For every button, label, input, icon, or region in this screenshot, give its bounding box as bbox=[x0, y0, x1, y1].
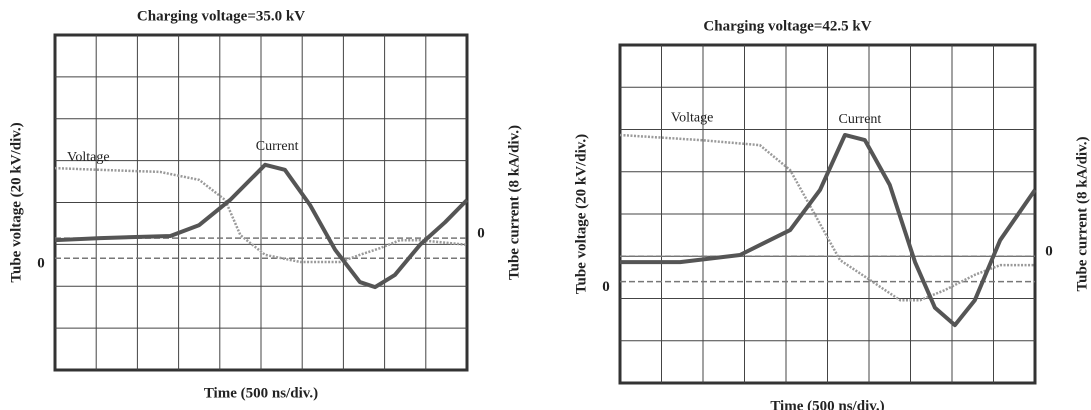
x-axis-label: Time (500 ns/div.) bbox=[204, 385, 318, 401]
x-axis-label: Time (500 ns/div.) bbox=[770, 398, 884, 410]
series-label: Voltage bbox=[67, 150, 110, 165]
panel: Charging voltage=42.5 kV Time (500 ns/div… bbox=[573, 18, 1090, 410]
chart-title: Charging voltage=35.0 kV bbox=[137, 8, 305, 24]
page: {"chart_data": [ {"type": "line", "title… bbox=[0, 0, 1091, 410]
series-label: Current bbox=[839, 112, 882, 127]
y-axis-label: Tube voltage (20 kV/div.) bbox=[8, 122, 24, 282]
chart-title: Charging voltage=42.5 kV bbox=[703, 18, 871, 34]
zero-label: 0 bbox=[477, 226, 485, 242]
panel: Charging voltage=35.0 kV Time (500 ns/div… bbox=[8, 8, 522, 401]
series-label: Voltage bbox=[671, 110, 714, 125]
y2-axis-label: Tube current (8 kA/div.) bbox=[506, 125, 522, 280]
zero-label: 0 bbox=[1045, 244, 1053, 260]
figure: Charging voltage=35.0 kV Time (500 ns/div… bbox=[0, 0, 1091, 410]
y-axis-label: Tube voltage (20 kV/div.) bbox=[573, 134, 589, 294]
y2-axis-label: Tube current (8 kA/div.) bbox=[1074, 136, 1090, 291]
zero-label: 0 bbox=[37, 256, 45, 272]
zero-label: 0 bbox=[602, 279, 610, 295]
series-label: Current bbox=[256, 139, 299, 154]
